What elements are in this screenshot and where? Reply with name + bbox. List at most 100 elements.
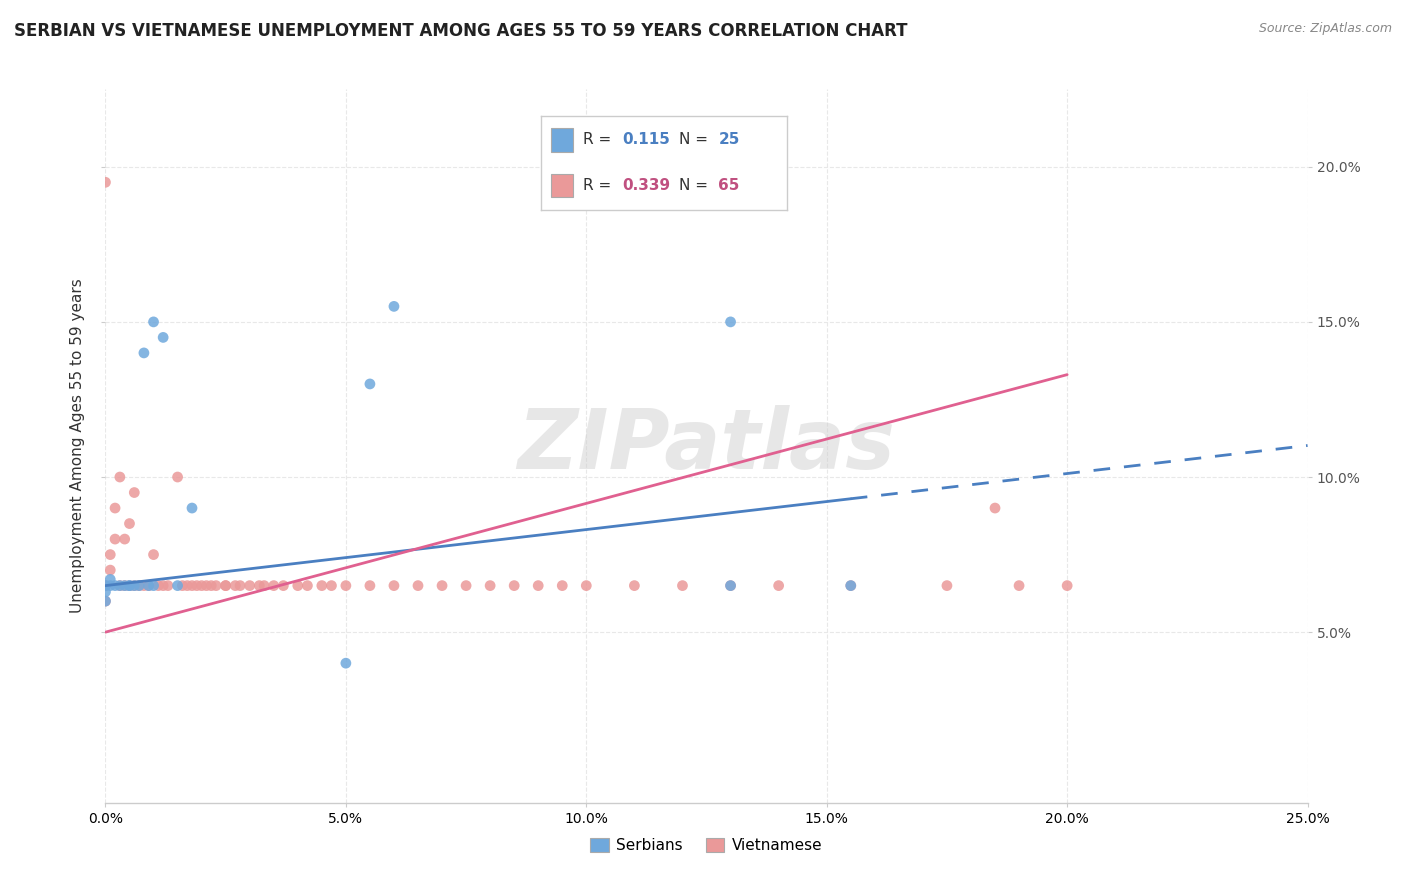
Point — [671, 579, 693, 593]
Point — [172, 579, 194, 593]
Text: ZIPatlas: ZIPatlas — [517, 406, 896, 486]
Point — [214, 579, 236, 593]
Text: 0.339: 0.339 — [623, 178, 671, 194]
Point — [359, 376, 381, 391]
Point — [124, 579, 146, 593]
Point — [94, 584, 117, 599]
Point — [128, 579, 150, 593]
Point — [454, 579, 477, 593]
Point — [335, 656, 357, 670]
Point — [98, 573, 121, 587]
Text: N =: N = — [679, 178, 713, 194]
Point — [430, 579, 453, 593]
Text: Source: ZipAtlas.com: Source: ZipAtlas.com — [1258, 22, 1392, 36]
Point — [98, 563, 121, 577]
Point — [118, 516, 141, 531]
Point — [118, 579, 141, 593]
Point — [142, 579, 165, 593]
Text: SERBIAN VS VIETNAMESE UNEMPLOYMENT AMONG AGES 55 TO 59 YEARS CORRELATION CHART: SERBIAN VS VIETNAMESE UNEMPLOYMENT AMONG… — [14, 22, 907, 40]
Point — [124, 579, 146, 593]
Point — [311, 579, 333, 593]
Point — [623, 579, 645, 593]
Point — [124, 485, 146, 500]
Point — [263, 579, 285, 593]
Point — [186, 579, 208, 593]
Point — [479, 579, 502, 593]
Point — [132, 346, 155, 360]
Point — [190, 579, 212, 593]
Point — [253, 579, 276, 593]
Point — [114, 579, 136, 593]
Point — [205, 579, 228, 593]
Point — [142, 548, 165, 562]
Point — [239, 579, 262, 593]
Point — [214, 579, 236, 593]
Point — [287, 579, 309, 593]
Point — [156, 579, 179, 593]
Point — [406, 579, 429, 593]
Point — [166, 470, 188, 484]
Point — [321, 579, 343, 593]
Point — [94, 579, 117, 593]
Point — [551, 579, 574, 593]
Point — [94, 175, 117, 189]
Text: 65: 65 — [718, 178, 740, 194]
Legend: Serbians, Vietnamese: Serbians, Vietnamese — [585, 832, 828, 859]
Point — [229, 579, 252, 593]
Point — [382, 299, 405, 313]
Text: R =: R = — [583, 132, 616, 147]
Y-axis label: Unemployment Among Ages 55 to 59 years: Unemployment Among Ages 55 to 59 years — [70, 278, 86, 614]
Point — [839, 579, 862, 593]
Point — [128, 579, 150, 593]
Point — [936, 579, 959, 593]
Point — [94, 594, 117, 608]
Point — [984, 501, 1007, 516]
Point — [104, 532, 127, 546]
Point — [224, 579, 246, 593]
Point — [166, 579, 188, 593]
Point — [98, 579, 121, 593]
Bar — [551, 128, 574, 152]
Point — [118, 579, 141, 593]
Point — [527, 579, 550, 593]
Point — [98, 548, 121, 562]
Point — [200, 579, 222, 593]
Point — [148, 579, 170, 593]
Point — [104, 579, 127, 593]
Text: N =: N = — [679, 132, 713, 147]
Point — [768, 579, 790, 593]
Point — [132, 579, 155, 593]
Point — [273, 579, 295, 593]
Point — [720, 315, 742, 329]
Point — [94, 579, 117, 593]
Point — [152, 579, 174, 593]
Point — [247, 579, 270, 593]
Point — [152, 330, 174, 344]
Point — [176, 579, 198, 593]
Point — [335, 579, 357, 593]
Point — [94, 579, 117, 593]
Point — [108, 579, 131, 593]
Point — [720, 579, 742, 593]
Point — [382, 579, 405, 593]
Point — [114, 532, 136, 546]
Point — [181, 501, 204, 516]
Point — [108, 470, 131, 484]
Point — [118, 579, 141, 593]
Point — [138, 579, 160, 593]
Point — [195, 579, 218, 593]
Point — [94, 594, 117, 608]
Point — [359, 579, 381, 593]
Point — [181, 579, 204, 593]
Point — [138, 579, 160, 593]
Point — [108, 579, 131, 593]
Point — [114, 579, 136, 593]
Bar — [551, 174, 574, 197]
Point — [503, 579, 526, 593]
Point — [297, 579, 319, 593]
Text: R =: R = — [583, 178, 616, 194]
Point — [142, 315, 165, 329]
Point — [1056, 579, 1078, 593]
Point — [839, 579, 862, 593]
Text: 0.115: 0.115 — [623, 132, 671, 147]
